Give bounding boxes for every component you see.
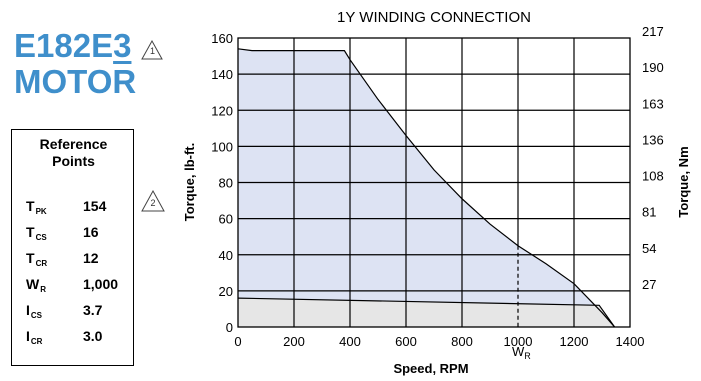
reference-title-line1: Reference (39, 136, 108, 152)
x-tick-label: 1000 (504, 334, 533, 349)
y-right-tick-label: 108 (642, 169, 664, 184)
y-tick-label: 0 (226, 320, 233, 335)
note-marker: 2 (150, 198, 156, 208)
reference-points-box: Reference Points TPK 154 TCS 16 TCR 12 W… (11, 129, 134, 366)
rated-speed-marker-label: WR (512, 344, 531, 361)
plot-frame (237, 37, 631, 328)
note-triangle-icon: 1 (141, 40, 164, 60)
reference-row: TPK 154 (12, 196, 135, 220)
y-right-tick-label: 190 (642, 60, 664, 75)
y-axis-label: Torque, lb-ft. (182, 143, 197, 221)
motor-code-suffix: 3 (113, 27, 132, 64)
y-tick-label: 60 (219, 212, 233, 227)
reference-row: ICR 3.0 (12, 326, 135, 350)
x-tick-label: 1400 (616, 334, 645, 349)
motor-code-prefix: E182E (14, 27, 114, 64)
reference-value: 12 (83, 250, 99, 266)
y-tick-label: 120 (211, 103, 233, 118)
y-tick-label: 100 (211, 139, 233, 154)
reference-symbol: ICR (26, 328, 43, 346)
continuous-torque-curve (237, 297, 616, 328)
reference-row: TCR 12 (12, 248, 135, 272)
reference-value: 154 (83, 198, 107, 214)
reference-symbol: TCS (26, 224, 47, 242)
continuous-torque-area (238, 298, 615, 327)
y-tick-label: 40 (219, 248, 233, 263)
y-right-tick-label: 54 (642, 241, 656, 256)
reference-title-line2: Points (52, 153, 95, 169)
reference-symbol: WR (26, 276, 46, 294)
y-right-tick-label: 163 (642, 96, 664, 111)
reference-symbol: ICS (26, 302, 43, 320)
peak-torque-curve (237, 48, 616, 328)
x-tick-label: 400 (339, 334, 361, 349)
x-axis-label: Speed, RPM (393, 361, 468, 376)
peak-torque-area (238, 48, 615, 328)
motor-title: E182E3 1 MOTOR (14, 27, 164, 100)
motor-code: E182E3 1 (14, 27, 164, 64)
y-tick-label: 80 (219, 176, 233, 191)
x-tick-label: 800 (451, 334, 473, 349)
note-marker: 1 (149, 46, 155, 56)
y-tick-label: 20 (219, 284, 233, 299)
reference-value: 3.7 (83, 302, 103, 318)
reference-row: TCS 16 (12, 222, 135, 246)
reference-row: ICS 3.7 (12, 300, 135, 324)
reference-value: 16 (83, 224, 99, 240)
y-tick-label: 160 (211, 31, 233, 46)
reference-row: WR 1,000 (12, 274, 135, 298)
reference-value: 3.0 (83, 328, 103, 344)
motor-name: MOTOR (14, 63, 137, 100)
x-tick-label: 600 (395, 334, 417, 349)
reference-points-title: Reference Points (12, 136, 135, 170)
reference-value: 1,000 (83, 276, 119, 292)
note-triangle-icon: 2 (141, 189, 165, 212)
chart-title: 1Y WINDING CONNECTION (337, 9, 531, 26)
y-tick-label: 140 (211, 67, 233, 82)
y-right-tick-label: 27 (642, 277, 656, 292)
x-tick-label: 0 (234, 334, 241, 349)
y-right-tick-label: 136 (642, 132, 664, 147)
reference-symbol: TCR (26, 250, 48, 268)
x-tick-label: 1200 (560, 334, 589, 349)
reference-symbol: TPK (26, 198, 47, 216)
y-right-tick-label: 217 (642, 24, 664, 39)
y-right-tick-label: 81 (642, 205, 656, 220)
x-tick-label: 200 (283, 334, 305, 349)
y-right-axis-label: Torque, Nm (676, 146, 691, 217)
